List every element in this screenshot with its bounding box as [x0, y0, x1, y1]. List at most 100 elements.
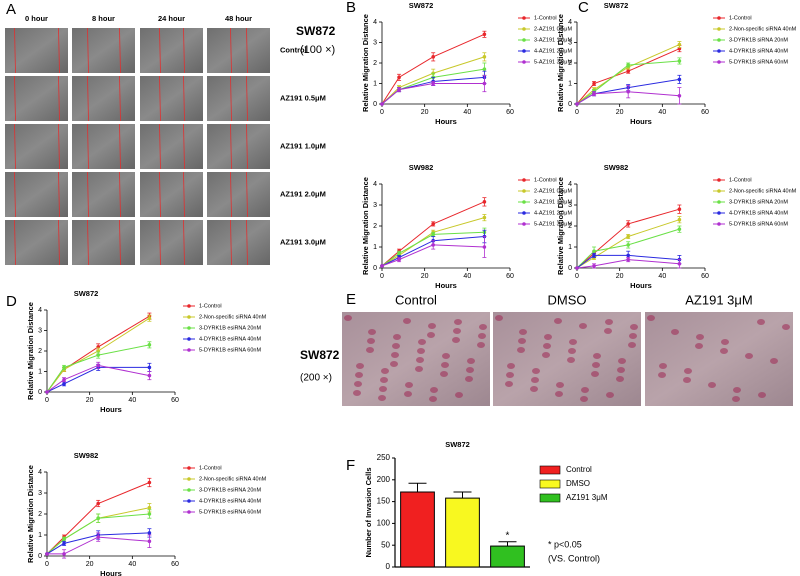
cell — [695, 343, 703, 349]
cell — [429, 396, 437, 402]
y-tick-label: 50 — [381, 540, 390, 549]
row-label: SW872 — [300, 348, 340, 362]
wound-edge — [87, 27, 89, 74]
wound-image — [140, 76, 203, 121]
series-line — [576, 219, 680, 269]
legend-label: 2-Non-specific siRNA 40nM — [199, 476, 267, 482]
series-line — [47, 536, 150, 555]
legend-marker — [522, 16, 526, 20]
cell — [466, 367, 474, 373]
column-header: 0 hour — [25, 14, 48, 23]
x-tick-label: 40 — [658, 273, 666, 280]
wound-image — [140, 124, 203, 169]
chart-title: SW872 — [445, 440, 470, 449]
legend-label: 4-AZ191 2.0μM — [534, 210, 572, 216]
point — [96, 353, 100, 357]
y-axis-label: Relative Migration Distance — [26, 302, 35, 400]
point — [62, 377, 66, 382]
legend-marker — [522, 200, 526, 204]
cell — [567, 357, 575, 363]
cell — [720, 348, 728, 354]
column-header: DMSO — [548, 292, 587, 307]
wound-edge — [119, 27, 121, 74]
legend-label: 3-AZ191 1.0μM — [534, 37, 572, 43]
legend-label: Control — [566, 465, 592, 474]
wound-image — [140, 172, 203, 217]
wound-image — [72, 28, 135, 73]
wound-image — [72, 124, 135, 169]
point — [482, 55, 487, 59]
chart-title: SW982 — [74, 451, 99, 460]
cell — [591, 371, 599, 377]
cell — [556, 382, 564, 388]
y-tick-label: 4 — [568, 181, 572, 188]
point — [380, 264, 384, 268]
legend-swatch — [539, 465, 561, 475]
x-axis-label: Hours — [100, 569, 122, 576]
wound-edge — [230, 171, 232, 218]
panel-label: D — [6, 293, 17, 310]
point — [626, 222, 630, 226]
legend-label: 4-DYRK1B siRNA 40nM — [729, 48, 788, 54]
point — [147, 316, 152, 321]
legend-label: DMSO — [566, 479, 590, 488]
cell — [455, 392, 463, 398]
cell — [428, 323, 436, 329]
bar — [400, 491, 435, 568]
cell — [745, 353, 753, 359]
wound-edge — [119, 171, 121, 218]
x-tick-label: 0 — [45, 397, 49, 404]
x-tick-label: 20 — [86, 561, 94, 568]
point — [431, 81, 436, 86]
wound-edge — [119, 123, 121, 170]
series-line — [576, 228, 680, 269]
legend-label: 3-DYRK1B siRNA 20nM — [729, 199, 788, 205]
y-tick-label: 4 — [38, 469, 42, 476]
wound-edge — [14, 27, 16, 74]
y-tick-label: 0 — [38, 389, 42, 396]
series-line — [576, 60, 680, 105]
y-tick-label: 3 — [373, 39, 377, 46]
wound-edge — [159, 27, 161, 74]
y-tick-label: 0 — [386, 562, 391, 571]
y-tick-label: 0 — [373, 265, 377, 272]
legend-marker — [187, 315, 191, 319]
legend-label: 2-AZ191 0.5μM — [534, 26, 572, 32]
y-axis-label: Relative Migration Distance — [556, 14, 565, 112]
point — [45, 552, 49, 556]
row-label: AZ191 2.0μM — [280, 189, 326, 198]
row-label: AZ191 0.5μM — [280, 93, 326, 102]
wound-edge — [58, 75, 60, 122]
legend-label: 2-Non-specific siRNA 40nM — [729, 26, 797, 32]
point — [677, 94, 682, 98]
wound-edge — [230, 75, 232, 122]
y-tick-label: 0 — [38, 553, 42, 560]
wound-image — [207, 172, 270, 217]
legend-label: 3-DYRK1B esiRNA 20nM — [199, 325, 261, 331]
point — [147, 539, 152, 544]
cell — [616, 376, 624, 382]
y-tick-label: 2 — [38, 511, 42, 518]
cell — [543, 343, 551, 349]
wound-edge — [159, 171, 161, 218]
wound-edge — [183, 219, 185, 266]
y-tick-label: 250 — [377, 453, 391, 462]
wound-edge — [183, 123, 185, 170]
cell — [658, 372, 666, 378]
cell — [392, 343, 400, 349]
x-tick-label: 60 — [171, 397, 179, 404]
y-axis-label: Relative Migration Distance — [361, 14, 370, 112]
y-tick-label: 3 — [38, 490, 42, 497]
cell — [366, 347, 374, 353]
cell — [629, 333, 637, 339]
cell — [403, 318, 411, 324]
wound-edge — [14, 123, 16, 170]
legend-label: 2-Non-specific siRNA 40nM — [729, 188, 797, 194]
point — [482, 67, 487, 71]
x-tick-label: 20 — [421, 109, 429, 116]
x-axis-label: Hours — [435, 117, 457, 126]
cell — [344, 315, 352, 321]
wound-edge — [14, 171, 16, 218]
row-label: Control — [280, 45, 307, 54]
